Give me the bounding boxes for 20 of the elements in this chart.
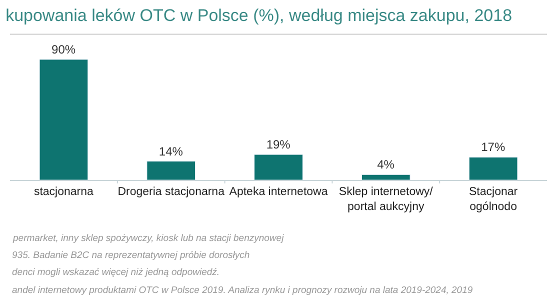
data-label: 19% (266, 138, 291, 152)
data-label: 4% (377, 158, 395, 172)
x-tick-label: Stacjonar ogólnodo (469, 186, 518, 213)
text: 935. Badanie B2C na reprezentatywnej próbie dorosłych (12, 250, 250, 261)
text: permarket, inny sklep spożywczy, kiosk lub na stacji benzynowej (12, 233, 285, 244)
x-tick-label: Sklep internetowy/ portal aukcyjny (338, 186, 434, 213)
chart-title: kupowania leków OTC w Polsce (%), według miejsca zakupu, 2018 (6, 6, 512, 25)
data-label: 90% (52, 42, 76, 56)
bar (146, 161, 196, 180)
text: denci mogli wskazać więcej niż jedną odpowiedź. (12, 267, 220, 278)
text: andel internetowy produktami OTC w Polsce 2019. Analiza rynku i prognozy rozwoju na lata 2019-2024, 2019 (12, 285, 474, 296)
bar (361, 174, 410, 180)
x-tick-label: stacjonarna (34, 186, 94, 198)
x-tick-label: Drogeria stacjonarna (118, 186, 226, 198)
x-tick-label: Apteka internetowa (229, 186, 328, 198)
bar (39, 59, 88, 180)
bar (254, 154, 303, 180)
data-label: 14% (158, 144, 184, 158)
data-label: 17% (481, 140, 506, 154)
bar (468, 156, 518, 180)
